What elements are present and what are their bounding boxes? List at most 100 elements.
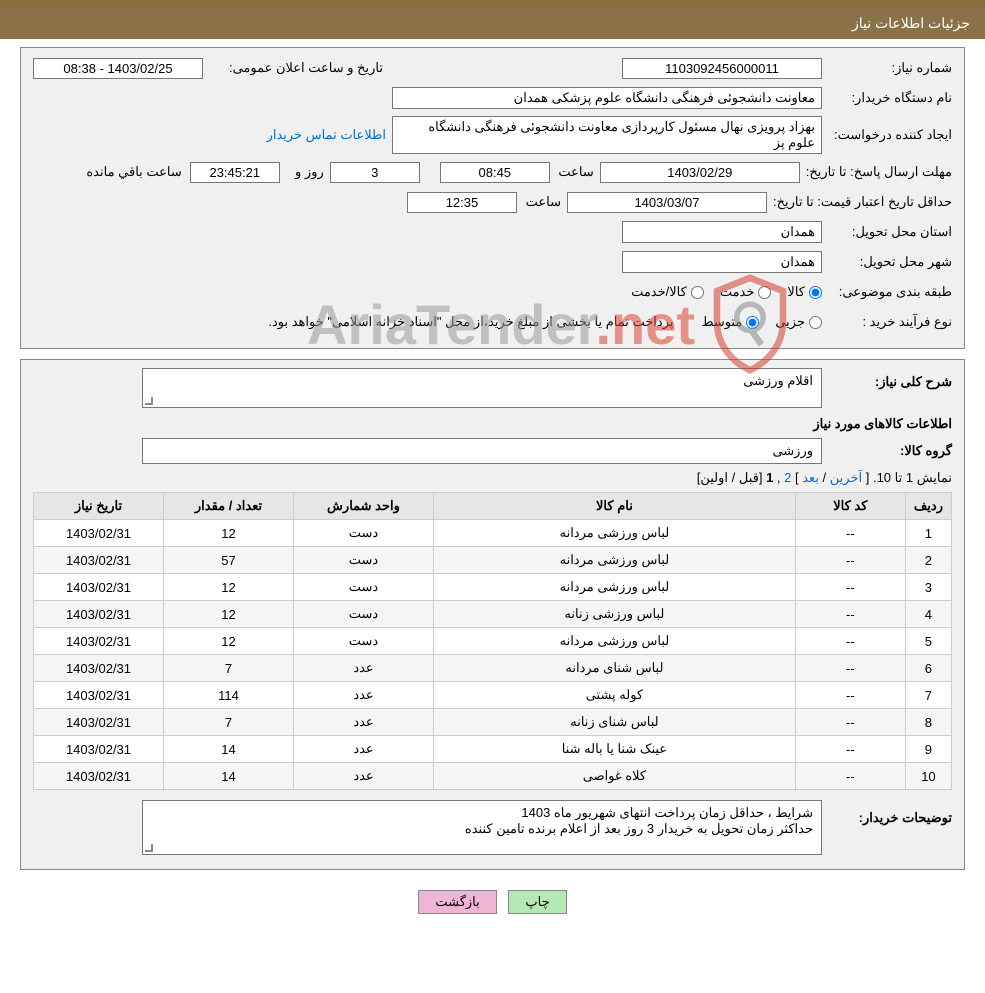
table-cell: 12 [164,601,294,628]
table-cell: کلاه غواصی [434,763,796,790]
table-row: 3--لباس ورزشی مردانهدست121403/02/31 [34,574,952,601]
time-label-1: ساعت [550,164,600,180]
countdown-value: 23:45:21 [190,162,280,183]
pager-2[interactable]: 2 [784,470,791,485]
top-border [0,0,985,8]
goods-group-text[interactable]: ورزشی [142,438,822,464]
pager-prev: قبل [739,470,759,485]
buyer-note-text[interactable]: شرایط ، حداقل زمان پرداخت انتهای شهریور … [142,800,822,855]
class-goods-service-radio[interactable]: کالا/خدمت [631,284,704,300]
table-cell: -- [795,682,905,709]
class-goods-radio[interactable]: کالا [787,284,822,300]
province-value: همدان [622,221,822,243]
table-cell: دست [294,601,434,628]
table-cell: 12 [164,574,294,601]
table-cell: -- [795,520,905,547]
proc-medium-radio[interactable]: متوسط [701,314,759,330]
table-cell: 1403/02/31 [34,763,164,790]
pager-next[interactable]: بعد [802,470,819,485]
requester-label: ایجاد کننده درخواست: [822,127,952,143]
table-cell: 12 [164,628,294,655]
pager-first: اولین [700,470,728,485]
table-cell: 1403/02/31 [34,520,164,547]
table-row: 6--لباس شنای مردانهعدد71403/02/31 [34,655,952,682]
table-cell: 4 [905,601,951,628]
table-cell: 1403/02/31 [34,601,164,628]
table-cell: 5 [905,628,951,655]
table-row: 8--لباس شنای زنانهعدد71403/02/31 [34,709,952,736]
table-cell: 12 [164,520,294,547]
info-panel: شماره نیاز: 1103092456000011 تاریخ و ساع… [20,47,965,349]
table-cell: 14 [164,763,294,790]
table-cell: 10 [905,763,951,790]
general-desc-label: شرح کلی نیاز: [822,368,952,390]
buyer-org-value: معاونت دانشجوئی فرهنگی دانشگاه علوم پزشک… [392,87,822,109]
resize-handle-icon[interactable] [145,395,155,405]
th-name: نام کالا [434,493,796,520]
resize-handle-icon[interactable] [145,842,155,852]
buyer-contact-link[interactable]: اطلاعات تماس خریدار [267,127,386,143]
table-cell: عدد [294,709,434,736]
proc-type-label: نوع فرآیند خرید : [822,314,952,330]
table-cell: 2 [905,547,951,574]
table-cell: عدد [294,736,434,763]
buyer-org-label: نام دستگاه خریدار: [822,90,952,106]
th-code: کد کالا [795,493,905,520]
classification-label: طبقه بندی موضوعی: [822,284,952,300]
city-value: همدان [622,251,822,273]
table-cell: -- [795,655,905,682]
table-cell: عینک شنا یا باله شنا [434,736,796,763]
table-cell: دست [294,628,434,655]
table-cell: -- [795,574,905,601]
table-cell: 7 [905,682,951,709]
table-row: 4--لباس ورزشی زنانهدست121403/02/31 [34,601,952,628]
table-cell: کوله پشتی [434,682,796,709]
table-cell: -- [795,628,905,655]
th-unit: واحد شمارش [294,493,434,520]
table-cell: -- [795,709,905,736]
class-service-radio[interactable]: خدمت [720,284,772,300]
table-row: 10--کلاه غواصیعدد141403/02/31 [34,763,952,790]
table-cell: 7 [164,655,294,682]
table-cell: لباس شنای زنانه [434,709,796,736]
table-cell: عدد [294,763,434,790]
table-cell: 7 [164,709,294,736]
classification-radio-group: کالا خدمت کالا/خدمت [631,284,822,300]
table-cell: 6 [905,655,951,682]
pager-last[interactable]: آخرین [830,470,862,485]
pager: نمایش 1 تا 10. [ آخرین / بعد ] 2 , 1 [قب… [33,470,952,486]
table-cell: 57 [164,547,294,574]
table-cell: دست [294,574,434,601]
table-cell: -- [795,601,905,628]
button-row: چاپ بازگشت [20,880,965,924]
price-valid-label: حداقل تاریخ اعتبار قیمت: تا تاریخ: [767,194,952,210]
city-label: شهر محل تحویل: [822,254,952,270]
table-cell: 1403/02/31 [34,574,164,601]
print-button[interactable]: چاپ [508,890,566,914]
table-cell: عدد [294,682,434,709]
table-cell: -- [795,763,905,790]
proc-partial-radio[interactable]: جزیی [775,314,822,330]
general-desc-text[interactable]: اقلام ورزشی [142,368,822,408]
pub-date-label: تاریخ و ساعت اعلان عمومی: [203,60,383,76]
need-no-label: شماره نیاز: [822,60,952,76]
table-cell: 1403/02/31 [34,709,164,736]
table-row: 9--عینک شنا یا باله شناعدد141403/02/31 [34,736,952,763]
table-row: 1--لباس ورزشی مردانهدست121403/02/31 [34,520,952,547]
table-cell: لباس ورزشی مردانه [434,547,796,574]
table-cell: 8 [905,709,951,736]
pager-1: 1 [766,470,773,485]
th-date: تاریخ نیاز [34,493,164,520]
proc-note: پرداخت تمام یا بخشی از مبلغ خرید،از محل … [268,314,681,330]
desc-panel: شرح کلی نیاز: اقلام ورزشی اطلاعات کالاها… [20,359,965,870]
th-qty: تعداد / مقدار [164,493,294,520]
table-row: 7--کوله پشتیعدد1141403/02/31 [34,682,952,709]
panel-title: جزئیات اطلاعات نیاز [0,8,985,39]
need-no-value: 1103092456000011 [622,58,822,79]
table-cell: دست [294,547,434,574]
requester-value: بهزاد پرویزی نهال مسئول کارپردازی معاونت… [392,116,822,154]
days-and-label: روز و [280,164,330,180]
table-cell: عدد [294,655,434,682]
back-button[interactable]: بازگشت [418,890,496,914]
table-row: 5--لباس ورزشی مردانهدست121403/02/31 [34,628,952,655]
